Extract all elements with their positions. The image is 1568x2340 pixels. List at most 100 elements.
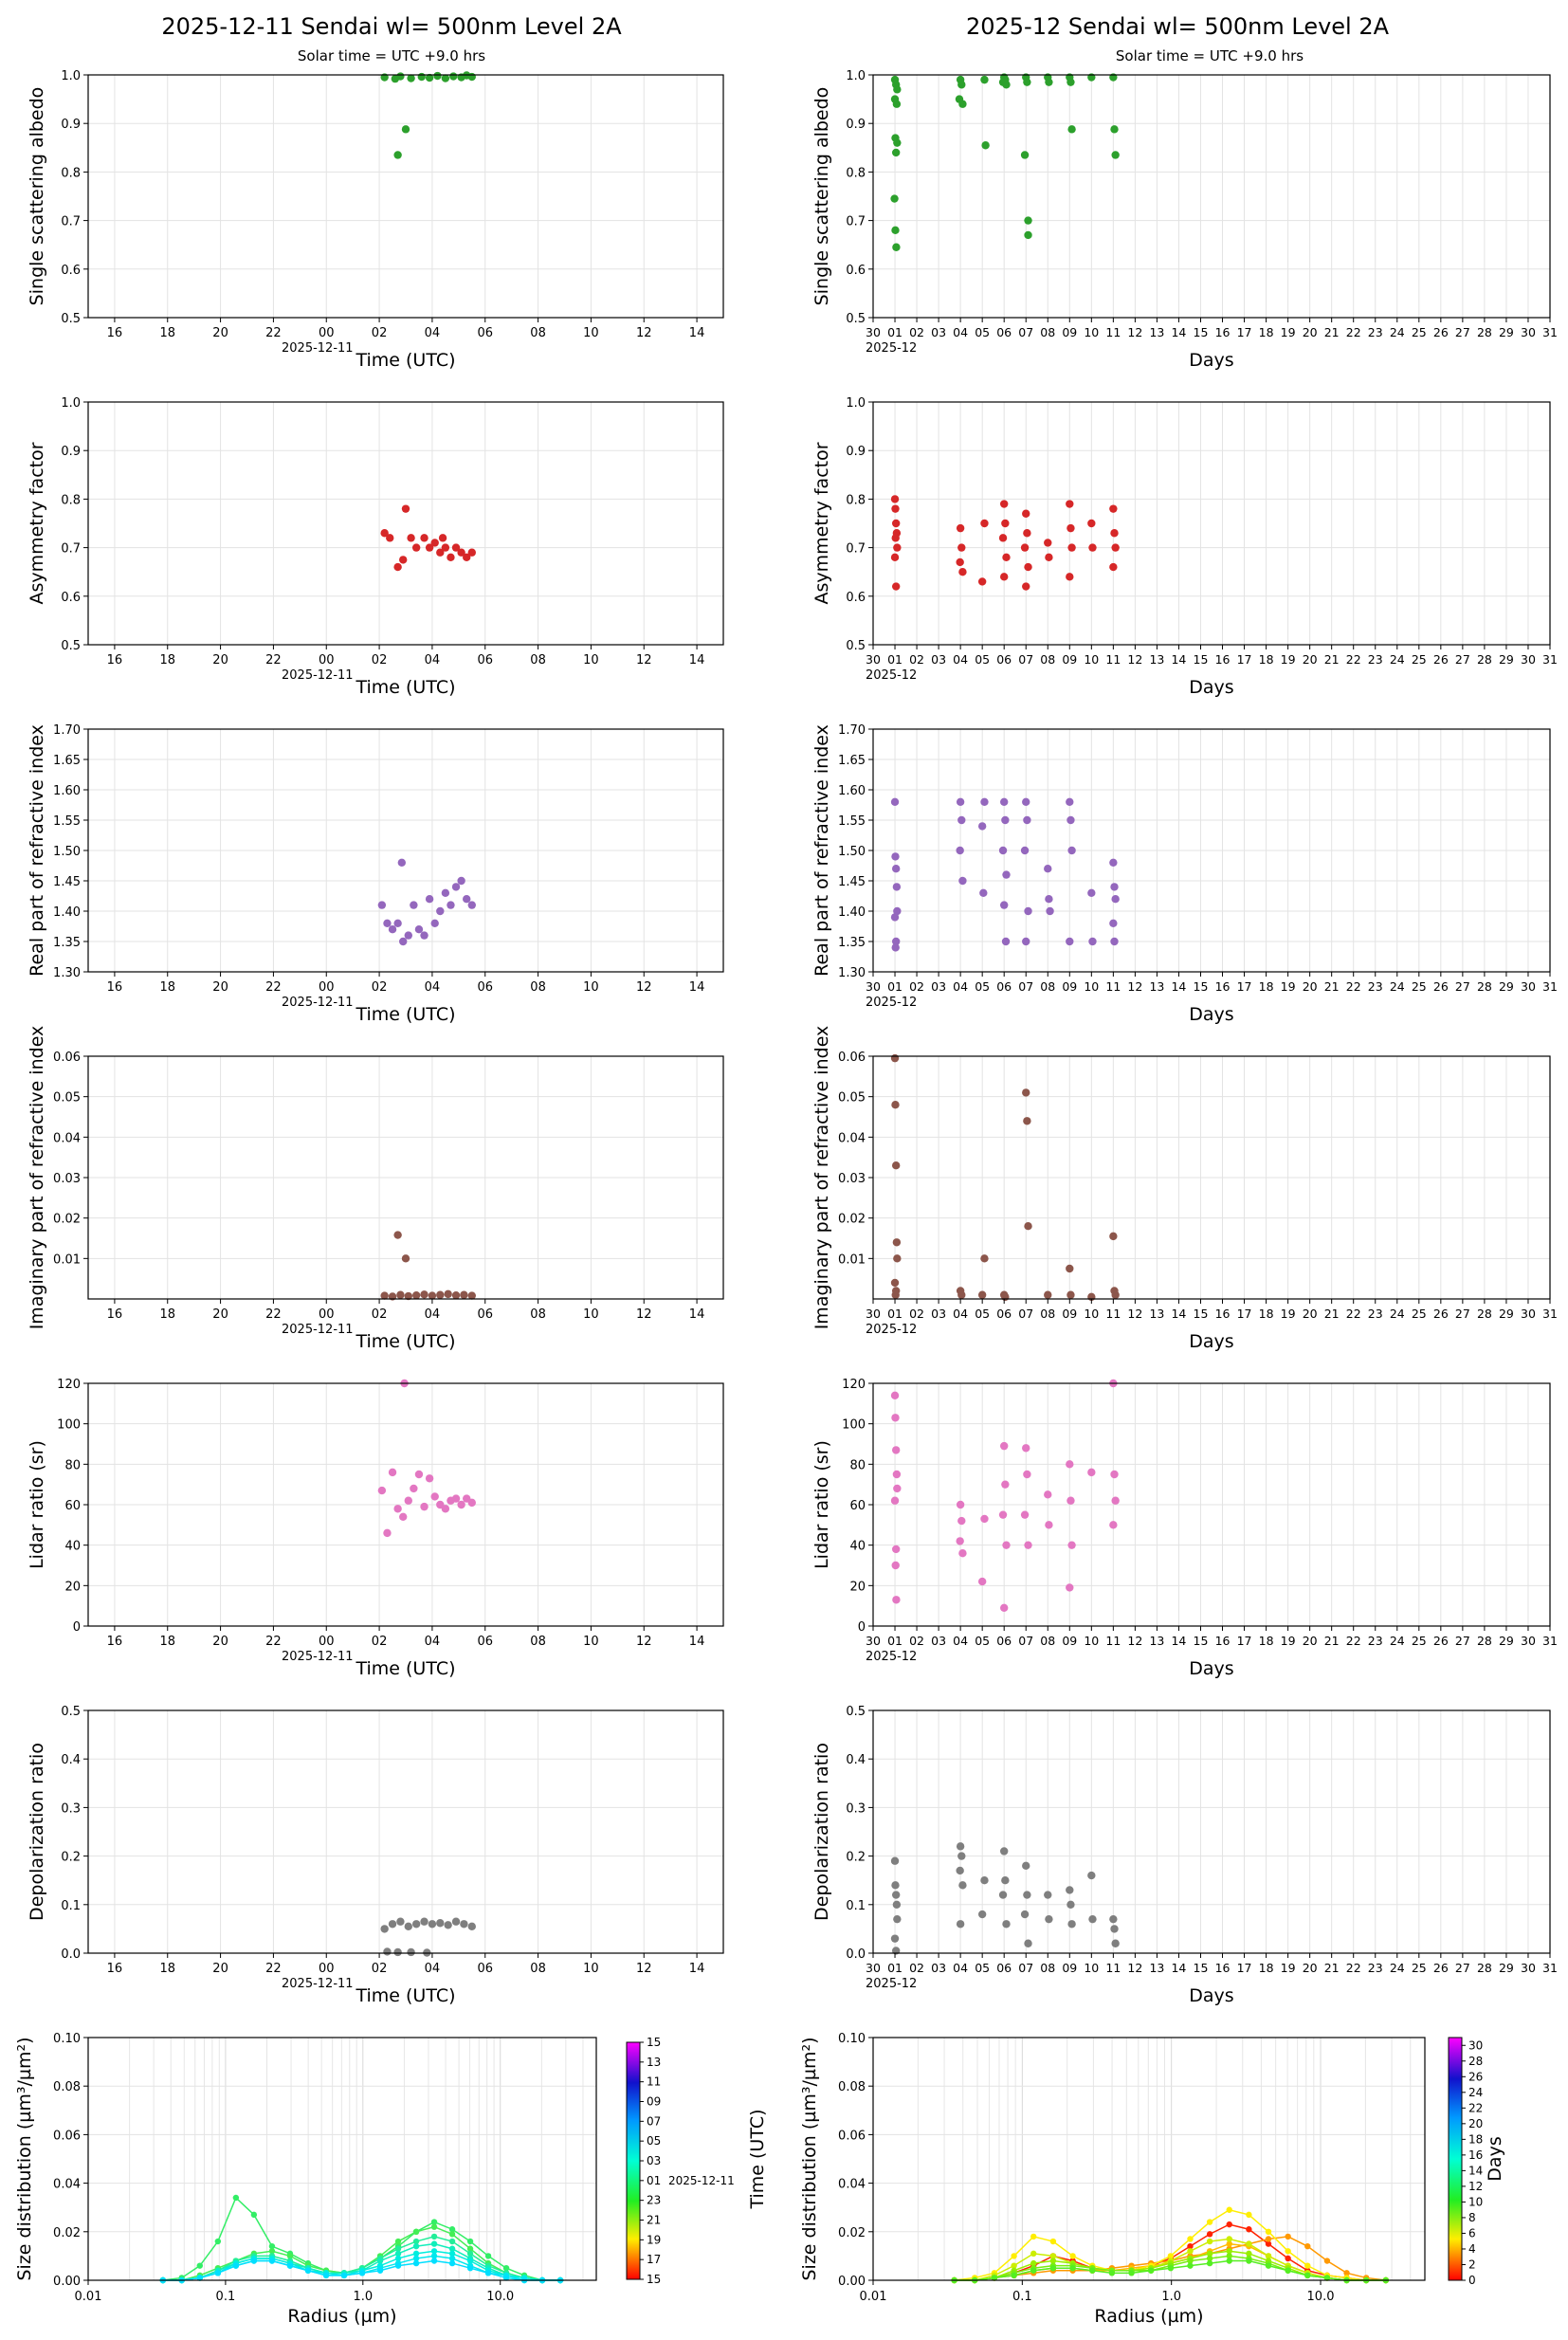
x-tick-label: 16	[1215, 979, 1231, 994]
x-tick-label: 28	[1477, 979, 1492, 994]
x-tick-label: 27	[1455, 1961, 1470, 1975]
depol-daily-panel: 16 18 20 22 00 02 04 06 08 10 12 14 0.0 0.1 0.2 0.3 0.4 0…	[27, 1705, 724, 2006]
data-point	[892, 1470, 902, 1479]
x-tick-label: 11	[1105, 1961, 1121, 1975]
series-point	[1285, 2233, 1291, 2240]
series-point	[286, 2262, 294, 2269]
data-point	[380, 529, 389, 538]
y-axis-label: Asymmetry factor	[27, 442, 47, 604]
x-tick-label: 0.1	[1012, 2290, 1032, 2304]
x-tick-label: 04	[425, 980, 441, 995]
x-tick-label: 25	[1412, 1961, 1427, 1975]
data-point	[460, 1290, 468, 1299]
x-tick-label: 30	[866, 1634, 881, 1648]
y-tick-label: 0	[858, 1620, 866, 1635]
data-point	[890, 1278, 900, 1288]
data-point	[396, 72, 405, 81]
data-point	[1024, 230, 1032, 240]
series-point	[1187, 2258, 1194, 2264]
y-tick-label: 0.9	[846, 445, 866, 459]
y-tick-label: 1.60	[53, 784, 81, 798]
data-point	[397, 858, 407, 867]
data-point	[463, 895, 471, 904]
x-axis-label: Time (UTC)	[355, 1004, 455, 1025]
data-point	[451, 1290, 461, 1300]
data-point	[979, 888, 988, 897]
data-point	[890, 194, 899, 203]
data-point	[401, 125, 410, 134]
x-tick-label: 08	[530, 1962, 546, 1976]
data-point	[411, 543, 421, 552]
data-point	[956, 1866, 964, 1875]
x-tick-label: 23	[1368, 325, 1383, 339]
series-point	[448, 2238, 456, 2245]
data-point	[957, 543, 966, 552]
series-point	[1187, 2236, 1194, 2242]
y-axis-label: Real part of refractive index	[811, 724, 832, 977]
data-point	[1046, 906, 1054, 916]
x-tick-label: 29	[1499, 1307, 1514, 1321]
data-point	[383, 1947, 392, 1956]
right-title: 2025-12 Sendai wl= 500nm Level 2A	[966, 13, 1390, 40]
series-point	[1323, 2275, 1331, 2281]
x-tick-label: 20	[1303, 1307, 1318, 1321]
data-point	[893, 906, 902, 916]
x-tick-label: 14	[1171, 652, 1186, 667]
x-tick-label: 06	[996, 1961, 1012, 1975]
colorbar-tick-label: 22	[1468, 2101, 1483, 2114]
data-point	[396, 1917, 405, 1926]
data-point	[1001, 937, 1011, 946]
x-tick-label: 01	[887, 325, 903, 339]
ssa-monthly-panel: 30 01 02 03 04 05 06 07 08 09 10 11 12 13 14 15 16 17 18 19…	[811, 69, 1558, 371]
x-tick-label: 02	[372, 1307, 388, 1322]
data-point	[893, 1254, 902, 1263]
data-point	[1087, 888, 1096, 897]
x-tick-label: 22	[265, 1962, 282, 1976]
data-point	[1002, 870, 1011, 879]
y-tick-label: 0.2	[61, 1851, 81, 1865]
series-point	[1206, 2255, 1213, 2262]
size-distribution-monthly-panel: 0.01 0.1 1.0 10.0 0.00 0.02 0.04 0.06 0.08 0.10 Si…	[799, 2032, 1505, 2327]
series-point	[1246, 2240, 1252, 2247]
series-point	[1246, 2258, 1252, 2264]
x-tick-label: 12	[636, 1307, 652, 1322]
data-point	[891, 1446, 901, 1454]
x-tick-label: 28	[1477, 1307, 1492, 1321]
x-tick-label: 00	[319, 980, 335, 995]
x-axis-label: Time (UTC)	[355, 1658, 455, 1679]
x-tick-label: 10	[583, 1307, 599, 1322]
data-point	[891, 1545, 901, 1554]
series-point	[1206, 2238, 1213, 2245]
series-point	[1187, 2242, 1194, 2250]
x-tick-label: 07	[1018, 652, 1033, 667]
data-point	[957, 1852, 966, 1860]
data-point	[1110, 125, 1119, 134]
series-point	[1226, 2248, 1232, 2255]
x-tick-label: 26	[1433, 652, 1449, 667]
series-point	[250, 2211, 258, 2219]
x-tick-label: 14	[689, 1307, 705, 1322]
x-axis-label: Time (UTC)	[355, 1331, 455, 1352]
data-point	[1111, 1290, 1120, 1299]
x-tick-label: 30	[866, 652, 881, 667]
y-tick-label: 1.0	[846, 396, 866, 411]
data-point	[891, 1414, 900, 1422]
series-point	[322, 2272, 330, 2279]
x-tick-label: 06	[477, 1307, 493, 1322]
x-tick-label: 05	[975, 1634, 990, 1648]
x-tick-label: 12	[636, 326, 652, 340]
series-point	[1304, 2242, 1311, 2250]
data-point	[1111, 543, 1120, 552]
ssa-daily-panel: 16 18 20 22 00 02 04 06 08 10 12 14 0.5 0.6 0.7 0.8 0.9 1…	[27, 69, 724, 371]
x-tick-label: 23	[1368, 652, 1383, 667]
series-point	[1167, 2265, 1175, 2272]
data-point	[1022, 1444, 1030, 1453]
data-point	[1002, 1920, 1011, 1929]
data-point	[433, 71, 442, 81]
data-point	[958, 876, 967, 886]
data-point	[977, 1290, 987, 1299]
x-axis-label: Days	[1189, 350, 1233, 371]
series-point	[1226, 2240, 1232, 2247]
x-tick-label: 02	[909, 979, 924, 994]
x-tick-label: 20	[1303, 325, 1318, 339]
